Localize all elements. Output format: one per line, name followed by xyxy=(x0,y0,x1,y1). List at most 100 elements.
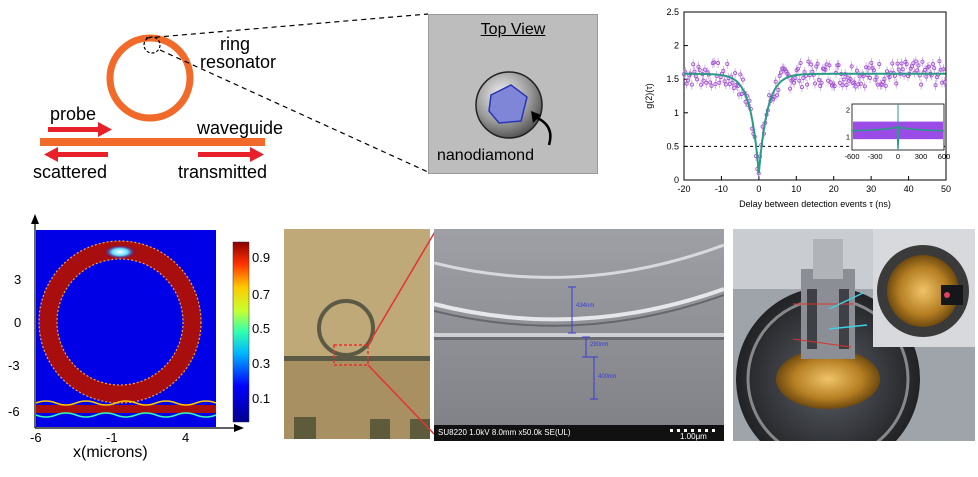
field-map-figure: 3 0 -3 -6 -6 -1 4 x(microns) 0.9 0.7 0.5… xyxy=(0,212,280,472)
data-point xyxy=(691,62,696,67)
data-point xyxy=(819,80,824,85)
data-point xyxy=(919,82,924,87)
sem-image: 434nm 290nm 400nm SU8220 1.0kV 8.0mm x50… xyxy=(434,229,724,441)
data-point xyxy=(937,59,942,64)
y-tick-minus3: -3 xyxy=(8,358,20,373)
x-tick-label: 50 xyxy=(941,184,951,194)
x-tick-4: 4 xyxy=(182,430,190,445)
data-point xyxy=(740,77,745,82)
y-tick-minus6: -6 xyxy=(8,404,20,419)
data-point xyxy=(801,75,806,80)
data-point xyxy=(799,85,804,90)
sem-meas-434: 434nm xyxy=(576,303,595,309)
data-point xyxy=(713,82,718,87)
data-point xyxy=(806,59,811,64)
data-point xyxy=(788,86,793,91)
inset-y-tick: 2 xyxy=(846,105,850,114)
y-tick-label: 0 xyxy=(674,175,679,185)
data-point xyxy=(864,65,869,70)
cbar-tick-01: 0.1 xyxy=(252,391,271,406)
data-point xyxy=(900,67,905,72)
inset-x-tick: 300 xyxy=(915,152,928,161)
zoom-line-top xyxy=(145,13,429,39)
resonator-label: resonator xyxy=(200,52,277,72)
top-view-panel: Top View nanodiamond xyxy=(428,14,598,174)
sem-meas-400: 400nm xyxy=(598,374,617,380)
data-point xyxy=(704,80,709,85)
data-point xyxy=(926,64,931,69)
data-point xyxy=(883,83,888,88)
sem-svg xyxy=(434,229,724,441)
data-point xyxy=(868,75,873,80)
sem-scale: 1.00μm xyxy=(680,432,707,441)
data-point xyxy=(942,80,947,85)
data-point xyxy=(899,61,904,66)
data-point xyxy=(840,83,845,88)
data-point xyxy=(695,77,700,82)
zoom-marker xyxy=(143,36,161,54)
data-point xyxy=(823,67,828,72)
data-point xyxy=(916,63,921,68)
inset-x-tick: 600 xyxy=(938,152,951,161)
data-point xyxy=(940,80,945,85)
setup-photo-svg xyxy=(733,229,975,441)
top-view-title: Top View xyxy=(480,21,546,38)
sem-info: SU8220 1.0kV 8.0mm x50.0k SE(UL) xyxy=(438,428,571,437)
data-point xyxy=(882,76,887,81)
data-point xyxy=(797,78,802,83)
data-point xyxy=(730,80,735,85)
data-point xyxy=(773,79,778,84)
data-point xyxy=(836,63,841,68)
data-point xyxy=(856,82,861,87)
data-point xyxy=(709,83,714,88)
inset-x-tick: 0 xyxy=(896,152,900,161)
sem-meas-290: 290nm xyxy=(590,342,609,348)
setup-photo xyxy=(733,229,975,441)
g2-frame xyxy=(683,11,947,181)
data-point xyxy=(924,74,929,79)
inset-x-tick: -300 xyxy=(867,152,882,161)
ring-label: ring xyxy=(220,34,251,54)
data-point xyxy=(723,82,728,87)
g2-plot: -20 -10 0 10 20 30 40 50 0 0.5 1 1.5 2 2.5 Delay betwe… xyxy=(640,4,976,214)
data-point xyxy=(894,81,899,86)
data-point xyxy=(844,82,849,87)
data-point xyxy=(805,82,810,87)
x-tick-label: 10 xyxy=(791,184,801,194)
data-point xyxy=(841,77,846,82)
transmitted-arrow xyxy=(198,147,264,162)
data-point xyxy=(862,84,867,89)
inset-y-tick: 1 xyxy=(846,132,850,141)
scattered-arrow xyxy=(44,147,108,162)
nanodiamond-illustration xyxy=(475,71,552,146)
data-point xyxy=(890,61,895,66)
data-point xyxy=(702,67,707,72)
data-point xyxy=(869,60,874,65)
data-point xyxy=(911,61,916,66)
data-point xyxy=(735,84,740,89)
data-point xyxy=(933,83,938,88)
field-waveguide xyxy=(36,405,216,413)
data-point xyxy=(877,62,882,67)
g2-ylabel: g(2)(τ) xyxy=(644,83,654,109)
data-point xyxy=(809,62,814,67)
data-point xyxy=(731,86,736,91)
data-point xyxy=(816,77,821,82)
sem-zoom-lines xyxy=(367,229,437,437)
transmitted-label: transmitted xyxy=(178,162,268,182)
colorbar xyxy=(232,241,250,423)
probe-label: probe xyxy=(50,104,97,124)
y-tick-label: 2 xyxy=(674,41,679,51)
cbar-tick-07: 0.7 xyxy=(252,287,271,302)
data-point xyxy=(699,82,704,87)
data-point xyxy=(798,60,803,65)
x-tick-label: 30 xyxy=(866,184,876,194)
data-point xyxy=(837,80,842,85)
x-tick-label: 20 xyxy=(829,184,839,194)
nanodiamond-label: nanodiamond xyxy=(437,147,534,164)
data-point xyxy=(776,88,781,93)
data-point xyxy=(767,93,772,98)
g2-xlabel: Delay between detection events τ (ns) xyxy=(739,199,891,209)
data-point xyxy=(904,61,909,66)
ring-resonator xyxy=(106,34,194,122)
